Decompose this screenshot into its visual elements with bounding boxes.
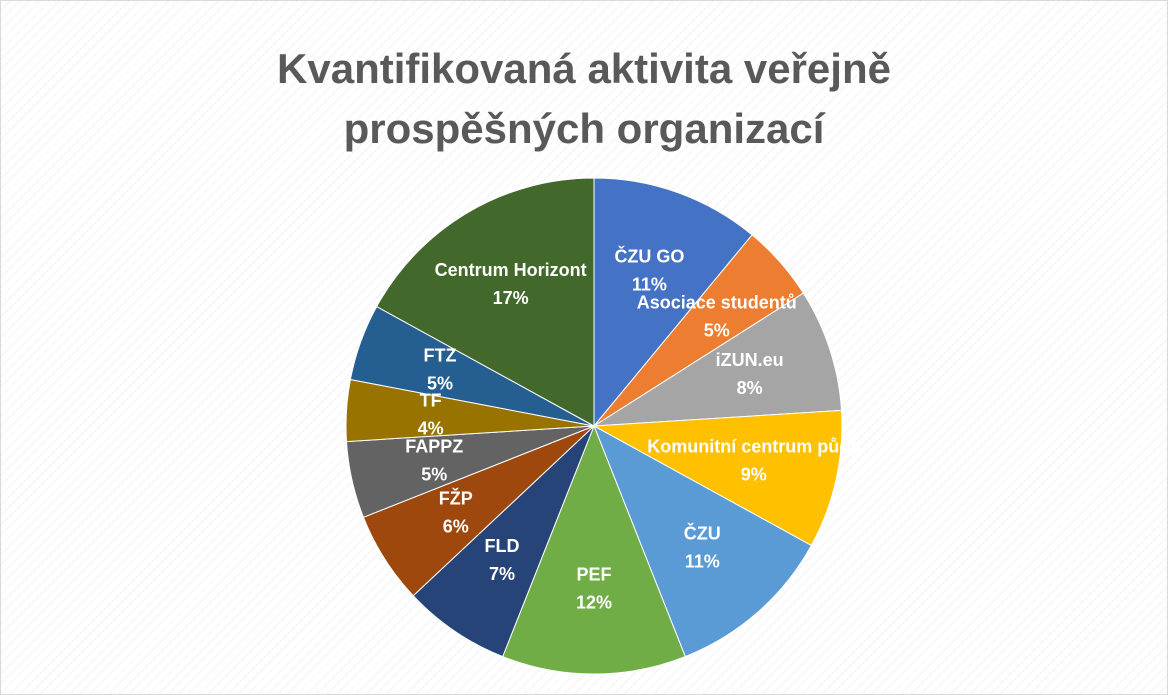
slice-label: iZUN.eu — [716, 350, 784, 370]
slice-label: ČZU — [684, 523, 721, 544]
slice-label: FŽP — [439, 487, 473, 508]
slice-label: ČZU GO — [614, 246, 684, 267]
pie-slice — [592, 409, 843, 547]
slice-value-label: 5% — [704, 321, 730, 341]
slice-label: Asociace studentů — [637, 293, 797, 313]
slice-value-label: 12% — [576, 592, 612, 612]
slice-value-label: 4% — [418, 418, 444, 438]
chart-title: Kvantifikovaná aktivita veřejně prospěšn… — [277, 45, 891, 152]
slice-value-label: 11% — [632, 275, 667, 295]
slice-value-label: 17% — [493, 288, 529, 308]
pie-slice — [375, 177, 595, 427]
slice-label: TF — [420, 390, 442, 410]
slice-label: PEF — [576, 564, 611, 584]
pie-slice — [593, 424, 813, 658]
slice-value-label: 5% — [427, 373, 453, 393]
pie-slice — [412, 425, 595, 658]
slice-label: FTZ — [423, 345, 456, 365]
pie-slice — [502, 424, 686, 675]
slice-label: FLD — [484, 536, 519, 556]
slice-value-label: 9% — [741, 464, 767, 484]
slice-label: Komunitní centrum půda — [647, 436, 861, 456]
slice-value-label: 6% — [443, 516, 469, 536]
pie-slice — [593, 292, 843, 427]
pie-slice — [593, 177, 753, 428]
slice-value-label: 7% — [489, 564, 515, 584]
slice-value-label: 5% — [421, 464, 447, 484]
slice-value-label: 8% — [737, 378, 763, 398]
slice-label: FAPPZ — [405, 436, 463, 456]
slice-label: Centrum Horizont — [435, 260, 587, 280]
slice-value-label: 11% — [685, 552, 720, 572]
